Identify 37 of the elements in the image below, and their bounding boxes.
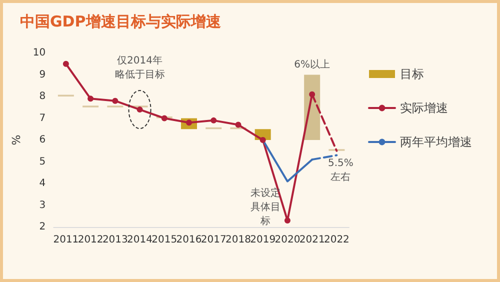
- y-tick-label: 10: [32, 48, 46, 58]
- x-tick-label: 2019: [250, 234, 276, 246]
- x-tick-label: 2012: [78, 234, 104, 246]
- point: [161, 115, 168, 122]
- x-tick-label: 2021: [299, 234, 325, 246]
- point: [62, 60, 69, 67]
- point: [235, 122, 242, 128]
- y-axis-title: %: [10, 134, 23, 146]
- y-tick-label: 4: [39, 178, 46, 189]
- x-tick-label: 2018: [226, 234, 251, 246]
- y-tick-label: 8: [39, 91, 46, 102]
- x-tick-label: 2017: [200, 234, 226, 246]
- legend-label: 两年平均增速: [400, 135, 472, 149]
- annotation: 6%以上: [294, 58, 330, 70]
- point: [112, 98, 118, 104]
- legend-label: 目标: [400, 67, 424, 81]
- legend-label: 实际增速: [400, 101, 448, 115]
- y-tick-label: 3: [39, 200, 46, 211]
- x-tick-label: 2020: [274, 234, 300, 246]
- point: [88, 96, 94, 102]
- x-tick-label: 2015: [152, 234, 178, 246]
- y-tick-label: 6: [39, 134, 46, 146]
- chart-title: 中国GDP增速目标与实际增速: [20, 12, 222, 30]
- point: [210, 117, 217, 124]
- y-tick-label: 9: [39, 69, 46, 80]
- y-tick-label: 5: [39, 156, 46, 168]
- x-tick-label: 2013: [102, 234, 128, 246]
- point: [309, 91, 316, 98]
- annotation: 5.5%左右: [328, 158, 354, 183]
- x-tick-label: 2011: [53, 234, 79, 246]
- annotation: 仅2014年略低于目标: [114, 54, 165, 81]
- x-tick-label: 2014: [127, 234, 152, 246]
- x-tick-label: 2022: [324, 234, 350, 246]
- x-tick-label: 2016: [176, 234, 202, 246]
- y-tick-label: 7: [39, 112, 46, 124]
- point: [260, 137, 266, 143]
- y-tick-label: 2: [39, 222, 46, 232]
